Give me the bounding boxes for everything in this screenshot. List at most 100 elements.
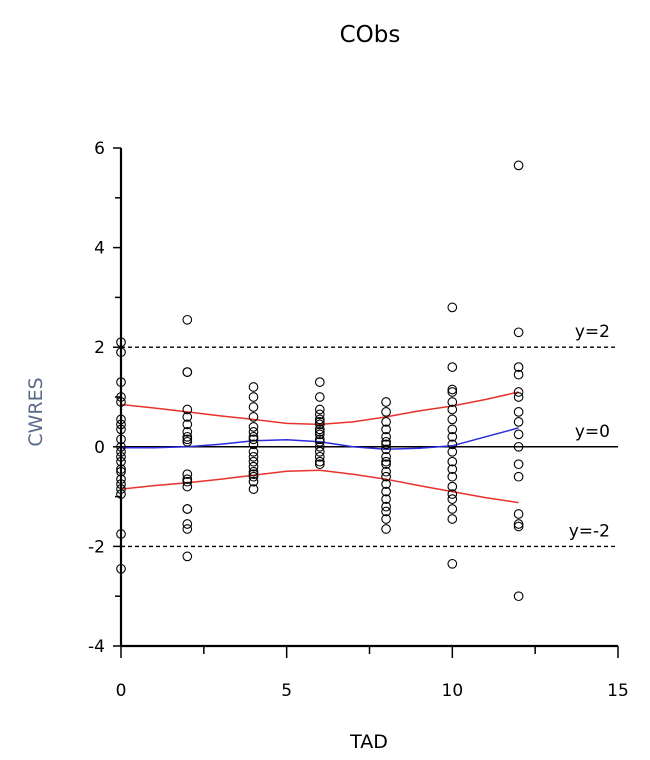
- data-point: [248, 484, 259, 494]
- data-point: [513, 521, 524, 532]
- data-point: [447, 431, 458, 442]
- data-point: [381, 506, 391, 517]
- data-point: [447, 464, 458, 475]
- data-point: [314, 414, 325, 425]
- data-point: [381, 407, 391, 417]
- data-point: [182, 367, 193, 377]
- data-point: [381, 466, 391, 477]
- data-point: [248, 451, 259, 462]
- data-point: [248, 412, 259, 422]
- data-point: [248, 466, 259, 477]
- data-point: [513, 407, 524, 417]
- y-tick-label: -2: [88, 537, 105, 557]
- data-point: [314, 446, 325, 457]
- data-point: [314, 424, 325, 435]
- data-point: [248, 471, 259, 482]
- data-point: [314, 441, 325, 452]
- data-point: [381, 479, 391, 489]
- x-tick-label: 0: [116, 681, 127, 701]
- data-point: [314, 392, 325, 402]
- data-point: [381, 397, 391, 407]
- data-point: [182, 481, 193, 492]
- data-point: [447, 471, 458, 482]
- data-point: [513, 509, 524, 519]
- data-point: [381, 514, 391, 524]
- reference-line-label-2: y=-2: [569, 521, 610, 541]
- data-point: [248, 439, 259, 450]
- data-point: [447, 481, 458, 492]
- smooth-curve-0: [121, 427, 519, 451]
- data-point: [182, 551, 193, 562]
- axes: -4 -2 0 2 4 6 0 5 10 15: [88, 139, 629, 701]
- smooth-curve-1: [120, 391, 519, 426]
- data-point: [182, 404, 193, 415]
- reference-lines: y=2 y=0 y=-2: [121, 322, 618, 548]
- data-point: [314, 451, 325, 462]
- data-point: [381, 439, 391, 450]
- data-point: [381, 417, 391, 427]
- data-point: [447, 414, 458, 425]
- data-point: [381, 486, 391, 497]
- data-point: [447, 387, 458, 397]
- data-point: [513, 369, 524, 380]
- data-point: [513, 429, 524, 440]
- data-point: [182, 427, 193, 437]
- data-point: [314, 429, 325, 440]
- data-point: [182, 476, 193, 487]
- data-point: [248, 456, 259, 467]
- data-point: [314, 404, 325, 415]
- data-point: [248, 382, 259, 392]
- data-point: [381, 436, 391, 447]
- data-point: [513, 591, 524, 602]
- data-point: [248, 469, 259, 480]
- data-point: [447, 384, 458, 395]
- reference-line-label-1: y=0: [575, 422, 610, 442]
- y-axis-label: CWRES: [25, 377, 47, 446]
- data-point: [314, 434, 325, 445]
- y-tick-label: 0: [94, 438, 105, 458]
- scatter-points: [116, 160, 524, 602]
- data-point: [314, 377, 325, 387]
- data-point: [447, 489, 458, 499]
- data-point: [381, 459, 391, 470]
- data-point: [248, 402, 259, 412]
- data-point: [182, 436, 193, 447]
- data-point: [182, 504, 193, 514]
- data-point: [248, 434, 259, 445]
- data-point: [182, 524, 193, 534]
- smooth-curve-2: [120, 469, 519, 504]
- data-point: [381, 456, 391, 467]
- reference-line-label-0: y=2: [575, 322, 610, 342]
- data-point: [182, 434, 193, 445]
- data-point: [381, 444, 391, 455]
- data-point: [314, 427, 325, 437]
- data-point: [248, 446, 259, 457]
- data-point: [381, 494, 391, 504]
- data-point: [513, 471, 524, 482]
- data-point: [381, 431, 391, 442]
- data-point: [447, 424, 458, 435]
- data-point: [447, 504, 458, 514]
- data-point: [314, 459, 325, 470]
- chart-title: CObs: [340, 22, 401, 48]
- data-point: [182, 419, 193, 430]
- data-point: [513, 160, 524, 171]
- data-point: [182, 519, 193, 529]
- data-point: [182, 412, 193, 422]
- x-axis-label: TAD: [349, 731, 388, 753]
- data-point: [513, 362, 524, 372]
- data-point: [447, 302, 458, 313]
- data-point: [513, 519, 524, 529]
- data-point: [447, 456, 458, 467]
- data-point: [381, 451, 391, 462]
- data-point: [381, 471, 391, 482]
- data-point: [248, 431, 259, 442]
- data-point: [381, 524, 391, 534]
- data-point: [314, 419, 325, 430]
- data-point: [182, 474, 193, 485]
- x-tick-label: 5: [281, 681, 292, 701]
- data-point: [513, 327, 524, 338]
- y-tick-label: 6: [94, 139, 105, 159]
- data-point: [182, 469, 193, 480]
